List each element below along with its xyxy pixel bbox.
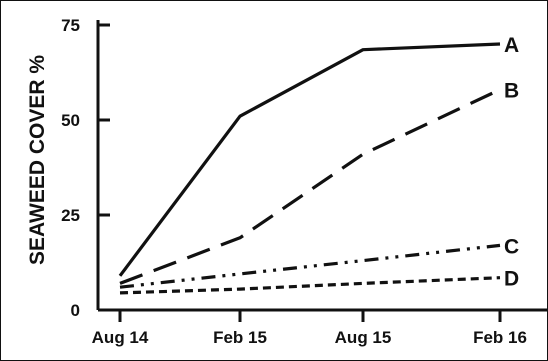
y-tick-label: 50 (61, 111, 80, 130)
x-tick-label: Feb 16 (473, 328, 527, 347)
series-line-d (119, 276, 501, 295)
y-tick-label: 0 (71, 301, 80, 320)
series-line-a (118, 42, 501, 277)
x-axis-ticks: Aug 14 Feb 15 Aug 15 Feb 16 (92, 310, 527, 347)
series-label-a: A (504, 34, 519, 57)
series-line-c (119, 243, 501, 289)
series-label-c: C (504, 235, 519, 258)
series-label-d: D (504, 268, 519, 291)
y-axis-ticks: 0 25 50 75 (61, 16, 110, 320)
y-tick-label: 75 (61, 16, 80, 35)
series-line-b (119, 88, 501, 285)
series-label-b: B (504, 80, 519, 103)
x-tick-label: Aug 14 (92, 328, 149, 347)
x-tick-label: Feb 15 (213, 328, 267, 347)
y-axis-label: SEAWEED COVER % (26, 55, 49, 265)
series-lines (118, 42, 501, 295)
series-labels: AB CD (504, 34, 519, 291)
x-tick-label: Aug 15 (335, 328, 392, 347)
y-tick-label: 25 (61, 206, 80, 225)
axes (96, 20, 548, 312)
